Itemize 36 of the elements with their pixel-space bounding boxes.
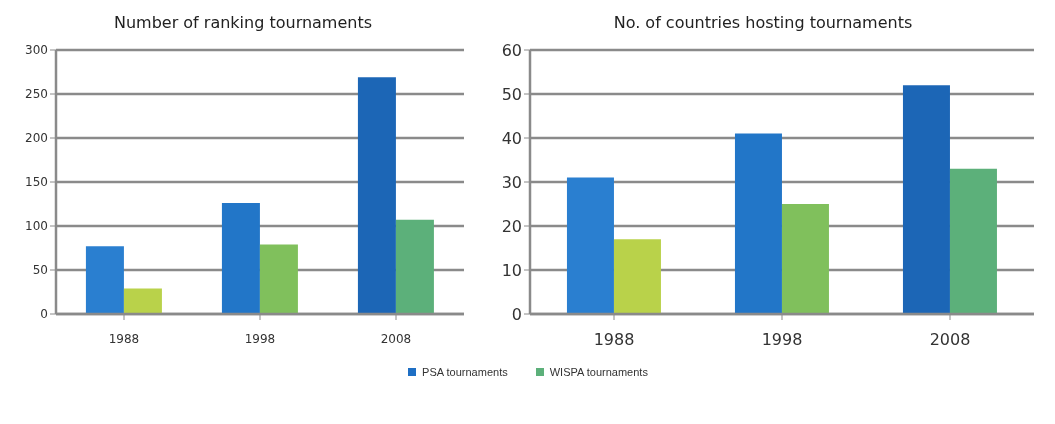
y-tick-label: 150	[25, 175, 48, 190]
x-tick-label: 1988	[108, 331, 140, 346]
y-tick-label: 200	[25, 131, 48, 146]
y-tick-label: 20	[501, 216, 522, 236]
y-tick-label: 250	[25, 87, 48, 102]
y-tick-label: 10	[501, 260, 522, 280]
y-tick-label: 50	[501, 84, 522, 104]
x-tick-label: 2008	[929, 330, 971, 350]
legend-label: PSA tournaments	[422, 366, 508, 378]
bar	[123, 288, 162, 314]
x-tick-label: 2008	[380, 331, 412, 346]
legend-label: WISPA tournaments	[549, 366, 648, 378]
y-tick-label: 30	[501, 172, 522, 192]
bar	[395, 219, 434, 314]
bar	[781, 204, 829, 314]
bar	[734, 133, 782, 314]
bar	[902, 85, 950, 314]
bar	[221, 203, 260, 314]
bar	[949, 168, 997, 314]
x-tick-label: 1998	[244, 331, 276, 346]
y-tick-label: 100	[25, 219, 48, 234]
x-tick-label: 1988	[593, 330, 635, 350]
bar	[566, 177, 614, 314]
y-tick-label: 300	[25, 43, 48, 58]
x-tick-label: 1998	[761, 330, 803, 350]
bar	[357, 77, 396, 314]
bar	[259, 244, 298, 314]
y-tick-label: 50	[32, 263, 48, 278]
y-tick-label: 60	[501, 40, 522, 60]
y-tick-label: 40	[501, 128, 522, 148]
bar	[613, 239, 661, 314]
y-tick-label: 0	[40, 307, 48, 322]
chart-title: No. of countries hosting tournaments	[612, 12, 914, 34]
y-tick-label: 0	[511, 304, 522, 324]
chart-title: Number of ranking tournaments	[112, 12, 374, 34]
bar	[85, 246, 124, 314]
